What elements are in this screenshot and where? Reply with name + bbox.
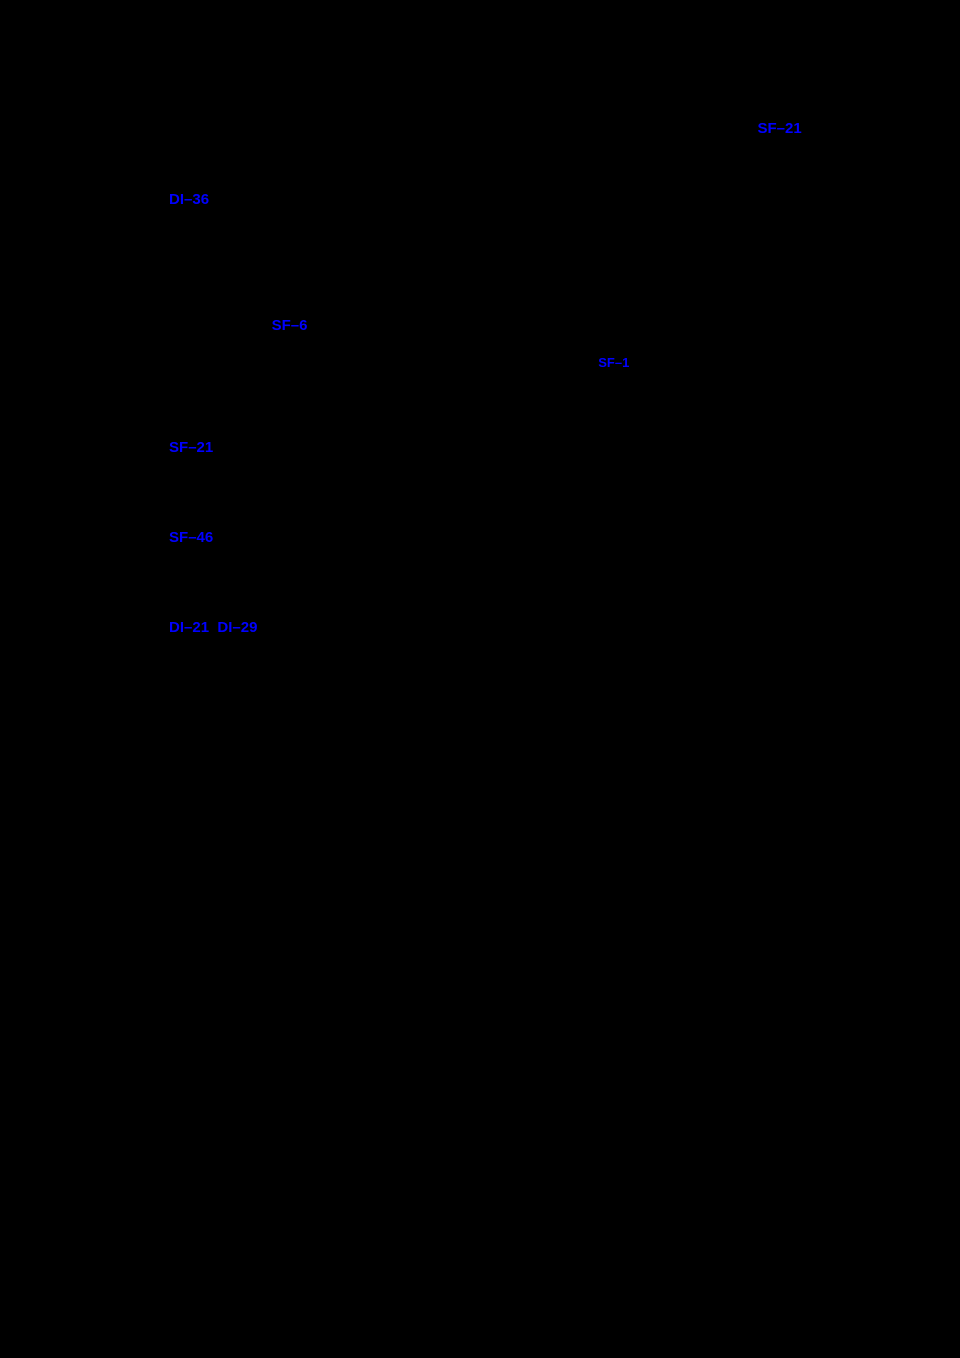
text-fragment: ) (213, 529, 218, 546)
step-text: Check the injection signal circuit. (94, 171, 902, 190)
step-7-hint: HINT: If the engine does not emit a clic… (94, 569, 902, 589)
result-label: Result: (94, 337, 138, 352)
text-fragment: ) (209, 191, 214, 208)
step-number: 9. (58, 171, 94, 190)
spacer (58, 498, 902, 508)
step-7-sub: Check if each fuel injector emits a clic… (94, 549, 902, 568)
step-2-result: Result: (1) Remove the fuel pump relay /… (94, 336, 902, 372)
step-9: 9. Check the injection signal circuit. (58, 171, 902, 190)
step-text: Check for fuel in the return hose. (94, 296, 902, 315)
step-number: 8. (58, 598, 94, 617)
text-fragment: ). (802, 120, 811, 137)
step-9b: b. Disconnect the cold start injector wi… (94, 231, 902, 250)
step-5: 5. Check the cold start injector. (58, 419, 902, 438)
step-5-hint: HINT: If the engine does not continue to… (94, 479, 902, 499)
step-5-sub: Disconnect the cold start injector wirin… (94, 459, 902, 478)
text-fragment: ) (213, 439, 218, 456)
hint-text: If the engine does not continue to run, … (131, 272, 535, 287)
link-di21[interactable]: DI–21 (169, 619, 209, 636)
link-sf21b[interactable]: SF–21 (169, 439, 213, 456)
step-2: 2. Check for fuel in the return hose. (58, 296, 902, 315)
text-fragment: ). (629, 355, 637, 370)
step-5-ref: (See page SF–21) (94, 439, 902, 458)
hint-label: HINT: (94, 571, 127, 586)
step-4-sub: If it is broken, repair or replace the i… (94, 141, 902, 160)
page-header-right: 1MZ–FE ENGINE TROUBLESHOOTING – ENGINE (… (530, 38, 896, 53)
text-fragment: Fuel pressure (See page (94, 317, 272, 334)
hint-text: If the engine does not emit a clicking s… (131, 571, 618, 586)
step-2-result-2: (2) Turn the ignition switch ON. (94, 373, 902, 393)
hint-text: Fuel return hose should have fuel pressu… (142, 395, 699, 410)
step-text: Check the cold start injector, the cold … (94, 120, 902, 139)
spacer (58, 161, 902, 171)
step-2-ref: Fuel pressure (See page SF–6): (94, 317, 902, 336)
link-sf6[interactable]: SF–6 (272, 317, 308, 334)
step-8-hint: HINT: If the engine does not continue to… (94, 678, 902, 698)
step-8: 8. Check the ignition signal circuit. (58, 598, 902, 617)
step-9c: c. Crank the engine. (94, 251, 902, 270)
step-number: 2. (58, 296, 94, 315)
link-sf21[interactable]: SF–21 (758, 120, 802, 137)
hint-text: If the engine does not continue to run, … (131, 481, 555, 496)
text-fragment: (See page (94, 619, 169, 636)
hint-label: HINT: (94, 481, 127, 496)
spacer (58, 588, 902, 598)
link-sf1[interactable]: SF–1 (598, 355, 629, 370)
step-7-ref: (See page SF–46) (94, 529, 902, 548)
hint-label: HINT: (94, 680, 127, 695)
step-text: Check the ignition signal circuit. (94, 598, 902, 617)
text-fragment: ) (257, 619, 262, 636)
step-2-hint: Result: Fuel return hose should have fue… (94, 393, 902, 413)
text-fragment: (See page (94, 439, 169, 456)
step-9a: a. Disconnect the injector wiring connec… (94, 211, 902, 230)
page-container: 1MZ–FE ENGINE TROUBLESHOOTING – ENGINE (… (0, 0, 960, 1358)
footer-watermark: carmanualsonline.info (761, 1315, 936, 1336)
text-fragment: ): (307, 317, 317, 334)
hint-text: If the engine does not continue to run, … (131, 680, 515, 695)
hint-label: HINT: (94, 272, 127, 287)
text-fragment: (See page (94, 191, 169, 208)
step-9-hint: HINT: If the engine does not continue to… (94, 270, 902, 290)
link-di29[interactable]: DI–29 (217, 619, 257, 636)
page-content: 4. Check the cold start injector, the co… (58, 120, 902, 698)
step-text: Check the fuel injector. (94, 508, 902, 527)
hint-label: Result: (94, 395, 138, 410)
step-number: 4. (58, 120, 94, 139)
step-8a: a. Disconnect the ignition coil wiring c… (94, 639, 902, 658)
link-sf46[interactable]: SF–46 (169, 529, 213, 546)
step-9-ref: (See page DI–36) (94, 191, 902, 210)
step-4: 4. Check the cold start injector, the co… (58, 120, 902, 139)
step-7: 7. Check the fuel injector. (58, 508, 902, 527)
step-number: 5. (58, 419, 94, 438)
step-8b: b. Crank the engine. (94, 658, 902, 677)
step-number: 7. (58, 508, 94, 527)
text-fragment: (See page (94, 529, 169, 546)
step-8-ref: (See page DI–21, DI–29) (94, 619, 902, 638)
text-fragment: Check the cold start injector, the cold … (94, 120, 758, 137)
link-di36[interactable]: DI–36 (169, 191, 209, 208)
result-text-1: (1) Remove the fuel pump relay / the cir… (94, 355, 598, 370)
step-text: Check the cold start injector. (94, 419, 902, 438)
